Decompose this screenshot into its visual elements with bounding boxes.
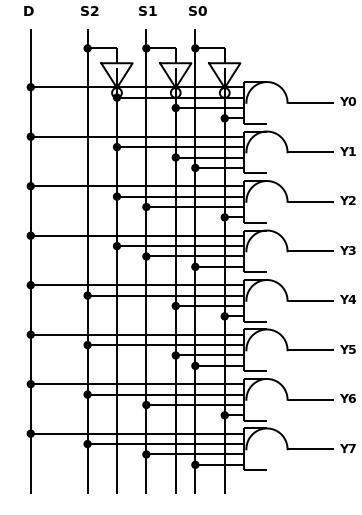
Circle shape bbox=[192, 45, 199, 52]
Circle shape bbox=[84, 341, 91, 349]
Text: D: D bbox=[23, 5, 34, 19]
Circle shape bbox=[84, 45, 91, 52]
Circle shape bbox=[172, 302, 179, 310]
Text: Y4: Y4 bbox=[340, 294, 357, 307]
Circle shape bbox=[84, 441, 91, 448]
Circle shape bbox=[114, 94, 121, 101]
Circle shape bbox=[28, 282, 34, 289]
Text: S2: S2 bbox=[80, 5, 100, 19]
Text: S0: S0 bbox=[188, 5, 207, 19]
Circle shape bbox=[28, 84, 34, 91]
Circle shape bbox=[221, 214, 228, 221]
Circle shape bbox=[143, 402, 150, 408]
Text: S1: S1 bbox=[139, 5, 158, 19]
Circle shape bbox=[192, 363, 199, 369]
Circle shape bbox=[143, 451, 150, 458]
Circle shape bbox=[114, 144, 121, 150]
Circle shape bbox=[114, 243, 121, 250]
Circle shape bbox=[172, 105, 179, 111]
Circle shape bbox=[28, 331, 34, 338]
Text: Y3: Y3 bbox=[340, 245, 357, 258]
Circle shape bbox=[192, 264, 199, 270]
Text: Y7: Y7 bbox=[340, 443, 357, 456]
Circle shape bbox=[192, 164, 199, 171]
Text: Y6: Y6 bbox=[340, 393, 357, 406]
Circle shape bbox=[192, 461, 199, 468]
Circle shape bbox=[221, 115, 228, 122]
Circle shape bbox=[114, 193, 121, 200]
Text: Y2: Y2 bbox=[340, 195, 357, 208]
Circle shape bbox=[143, 45, 150, 52]
Circle shape bbox=[172, 154, 179, 161]
Circle shape bbox=[221, 412, 228, 419]
Circle shape bbox=[28, 381, 34, 388]
Circle shape bbox=[172, 352, 179, 359]
Circle shape bbox=[28, 232, 34, 239]
Circle shape bbox=[84, 292, 91, 299]
Circle shape bbox=[143, 203, 150, 211]
Text: Y1: Y1 bbox=[340, 146, 357, 159]
Circle shape bbox=[28, 430, 34, 437]
Circle shape bbox=[143, 253, 150, 260]
Circle shape bbox=[28, 183, 34, 190]
Circle shape bbox=[28, 133, 34, 140]
Circle shape bbox=[221, 313, 228, 320]
Text: Y5: Y5 bbox=[340, 344, 357, 357]
Circle shape bbox=[84, 391, 91, 398]
Text: Y0: Y0 bbox=[340, 96, 357, 109]
